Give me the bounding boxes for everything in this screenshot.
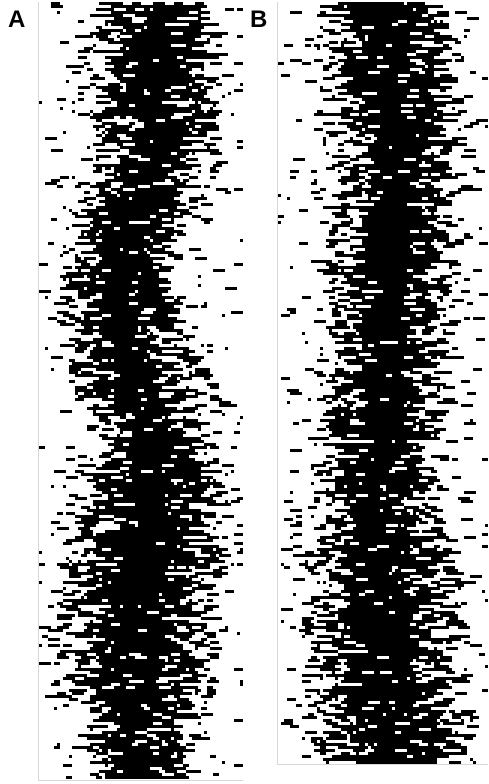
raster-pixels	[39, 2, 243, 779]
panel-a-raster-image	[38, 2, 243, 781]
panel-b-raster-svg	[278, 2, 488, 764]
panel-a-raster-svg	[39, 2, 243, 779]
panel-b-label: B	[250, 6, 268, 33]
panel-b-raster-image	[277, 2, 488, 765]
panel-a-label: A	[8, 6, 26, 33]
raster-pixels	[278, 2, 488, 764]
